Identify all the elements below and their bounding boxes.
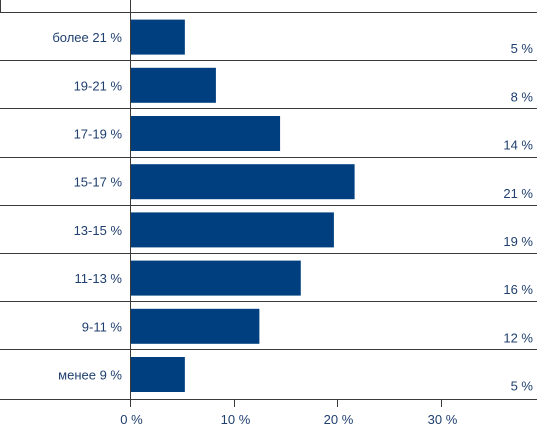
bar bbox=[131, 67, 216, 103]
x-tick-label: 10 % bbox=[221, 412, 251, 427]
bar bbox=[131, 308, 260, 344]
category-label: 15-17 % bbox=[74, 175, 123, 190]
category-label: 19-21 % bbox=[74, 78, 123, 93]
x-tick-label: 0 % bbox=[120, 412, 143, 427]
bar bbox=[131, 116, 281, 151]
bar bbox=[131, 19, 185, 55]
value-label: 21 % bbox=[503, 186, 533, 201]
bar bbox=[131, 164, 355, 200]
bar bbox=[131, 260, 301, 296]
value-label: 14 % bbox=[503, 138, 533, 153]
x-tick-label: 20 % bbox=[324, 412, 354, 427]
value-label: 12 % bbox=[503, 330, 533, 345]
value-label: 5 % bbox=[511, 379, 534, 394]
value-label: 8 % bbox=[511, 89, 534, 104]
value-label: 19 % bbox=[503, 234, 533, 249]
category-label: 9-11 % bbox=[82, 319, 123, 334]
bar bbox=[131, 212, 334, 248]
category-label: 17-19 % bbox=[74, 127, 123, 142]
category-label: 13-15 % bbox=[74, 223, 123, 238]
category-label: менее 9 % bbox=[58, 368, 122, 383]
value-label: 5 % bbox=[511, 41, 534, 56]
x-tick-label: 30 % bbox=[428, 412, 458, 427]
value-label: 16 % bbox=[503, 282, 533, 297]
bar bbox=[131, 357, 185, 392]
category-label: более 21 % bbox=[52, 30, 122, 45]
category-label: 11-13 % bbox=[75, 271, 123, 286]
